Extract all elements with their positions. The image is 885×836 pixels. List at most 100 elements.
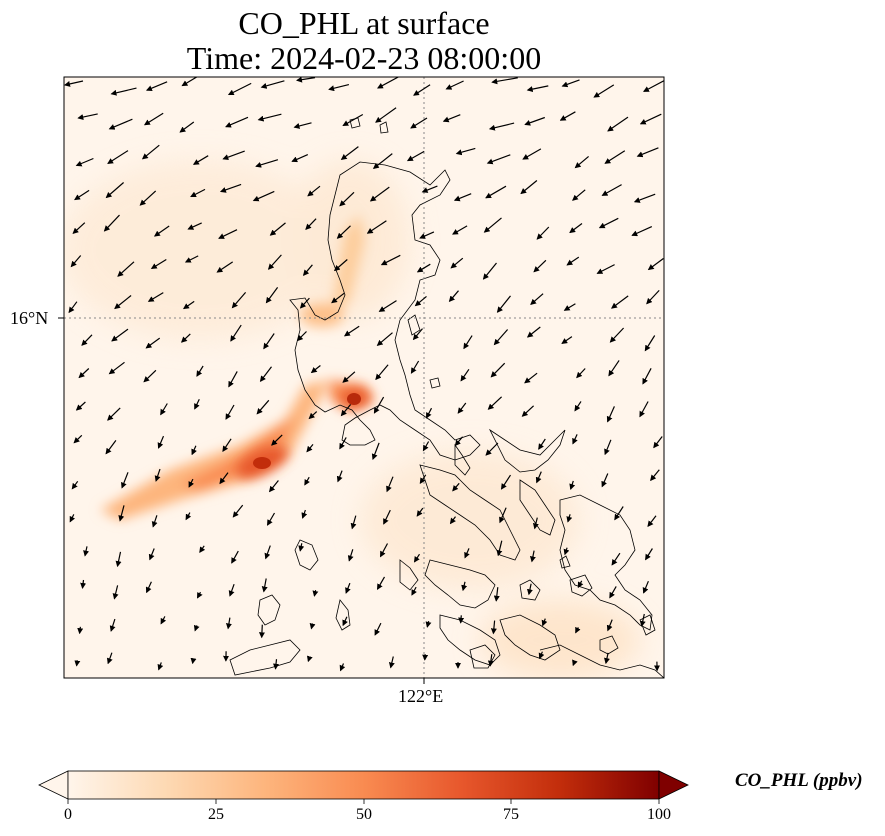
wind-arrow [522,148,542,160]
wind-arrow [572,434,578,445]
wind-arrow [614,506,624,521]
wind-arrow [157,435,165,449]
wind-arrow [375,107,397,123]
wind-arrow [574,155,589,169]
wind-arrow [464,548,470,559]
wind-vectors [64,77,664,672]
wind-arrow [111,328,129,342]
wind-arrow [336,225,351,239]
wind-arrow [598,217,619,229]
wind-arrow [639,401,649,418]
wind-arrow [520,180,538,195]
wind-arrow [190,657,197,665]
wind-arrow [576,368,586,379]
wind-arrow [75,157,94,167]
wind-arrow [153,225,170,237]
wind-arrow [105,440,117,455]
wind-arrow [339,437,347,450]
map-frame [63,76,665,679]
wind-arrow [376,332,393,346]
wind-arrow [118,505,125,522]
wind-arrow [533,259,547,273]
wind-arrow [458,615,465,624]
wind-arrow [499,507,507,524]
wind-arrow [535,471,542,484]
wind-arrow [309,622,316,630]
wind-arrow [574,401,582,412]
wind-arrow [110,87,137,96]
wind-arrow [445,80,464,90]
wind-arrow [145,81,168,92]
wind-arrow [296,77,316,83]
wind-arrow [406,150,425,162]
wind-arrow [151,515,158,528]
wind-arrow [421,185,438,193]
wind-arrow [298,543,305,552]
wind-arrow [255,159,279,168]
wind-arrow [222,150,245,161]
wind-arrow [419,231,435,239]
wind-arrow [529,550,536,563]
wind-arrow [218,229,238,239]
wind-arrow [493,329,509,346]
colorbar [38,770,689,804]
wind-arrow [339,663,346,672]
wind-arrow [114,295,132,310]
wind-arrow [181,77,198,87]
wind-arrow [77,626,84,635]
wind-arrow [607,116,629,132]
wind-arrow [608,360,620,377]
wind-arrow [219,472,229,485]
wind-arrow [71,480,79,490]
wind-arrow [601,473,609,488]
wind-arrow [611,552,621,566]
wind-arrow [536,226,550,240]
wind-arrow [260,80,285,89]
wind-arrow [455,147,476,156]
wind-arrow [604,652,610,665]
wind-arrow [333,259,348,272]
wind-arrow [268,480,279,493]
wind-arrow [259,366,272,382]
wind-arrow [532,517,539,530]
wind-arrow [606,619,613,632]
wind-arrow [642,368,652,385]
wind-arrow [225,617,232,630]
wind-arrow [227,82,252,96]
wind-arrow [488,122,515,131]
wind-arrow [75,401,86,411]
wind-arrow [271,434,283,446]
wind-arrow [80,579,87,589]
wind-arrow [196,365,204,377]
wind-arrow [374,622,382,636]
wind-arrow [299,297,310,309]
lat-tick-label: 16°N [10,308,49,328]
wind-arrow [306,444,314,453]
wind-arrow [377,77,400,89]
wind-arrow [77,113,98,120]
wind-arrow [231,292,247,309]
wind-arrow [566,256,580,266]
wind-arrow [103,214,120,232]
wind-arrow [185,512,192,521]
wind-arrow [109,618,116,632]
wind-arrow [448,290,459,303]
wind-arrow [143,369,157,383]
wind-arrow [636,147,659,158]
wind-arrow [449,516,456,525]
wind-arrow [639,613,646,627]
wind-arrow [187,222,202,230]
wind-arrow [490,362,506,378]
wind-arrow [225,404,235,420]
wind-arrow [457,402,467,414]
wind-arrow [301,509,308,519]
wind-arrow [483,217,502,233]
wind-arrow [148,548,155,561]
wind-arrow [442,114,461,123]
wind-arrow [108,361,125,375]
wind-arrow [267,254,282,270]
wind-arrow [340,146,359,161]
wind-arrow [78,368,90,379]
wind-arrow [604,150,626,164]
wind-arrow [561,79,580,88]
